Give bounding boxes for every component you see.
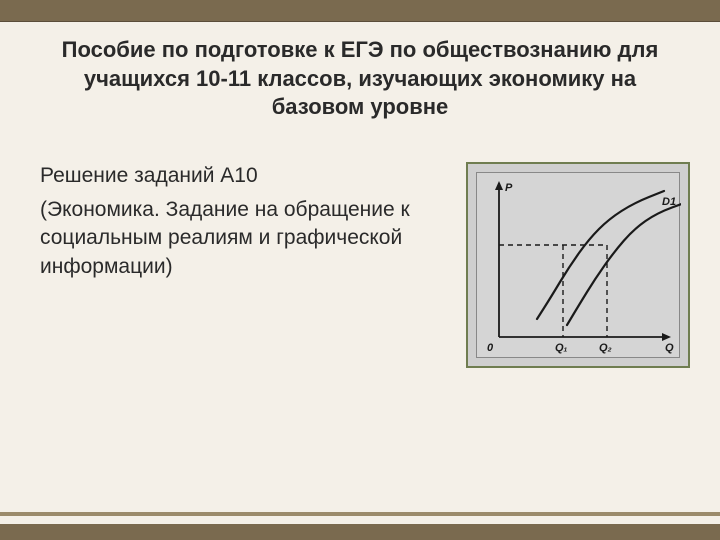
- bottom-bar: [0, 524, 720, 540]
- title-block: Пособие по подготовке к ЕГЭ по обществоз…: [0, 22, 720, 132]
- svg-text:Q₂: Q₂: [599, 342, 612, 354]
- body-line-2: (Экономика. Задание на обращение к социа…: [40, 196, 446, 281]
- svg-text:0: 0: [487, 342, 494, 354]
- demand-chart: PQ0Q₁Q₂D1D2: [476, 172, 680, 358]
- body-text: Решение заданий А10 (Экономика. Задание …: [40, 162, 446, 281]
- svg-text:P: P: [505, 182, 513, 194]
- top-bar: [0, 0, 720, 22]
- body-line-1: Решение заданий А10: [40, 162, 446, 190]
- bottom-decor: [0, 504, 720, 524]
- svg-text:Q₁: Q₁: [555, 342, 568, 354]
- content-row: Решение заданий А10 (Экономика. Задание …: [0, 132, 720, 368]
- chart-svg: PQ0Q₁Q₂D1D2: [477, 173, 681, 359]
- demand-chart-frame: PQ0Q₁Q₂D1D2: [466, 162, 690, 368]
- svg-text:Q: Q: [665, 342, 674, 354]
- page-title: Пособие по подготовке к ЕГЭ по обществоз…: [50, 36, 670, 122]
